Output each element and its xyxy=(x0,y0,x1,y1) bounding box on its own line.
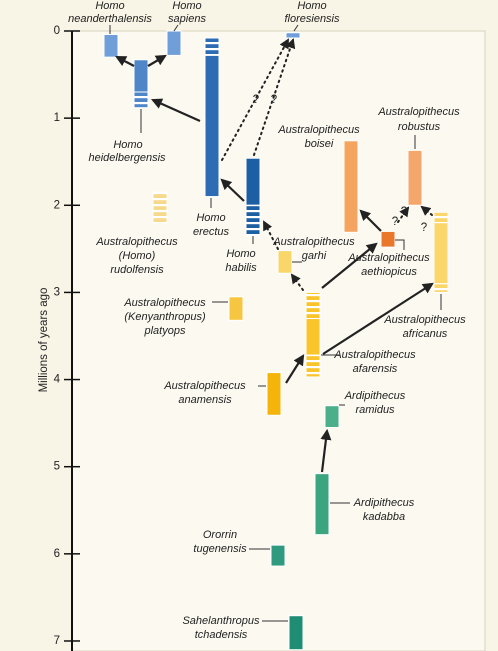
species-label: ramidus xyxy=(355,404,395,416)
species-label: rudolfensis xyxy=(110,264,164,276)
descent-arrow xyxy=(359,209,382,232)
range-bar xyxy=(204,54,220,198)
species-label: boisei xyxy=(305,138,334,150)
y-tick-label: 7 xyxy=(54,635,60,647)
range-bar xyxy=(166,30,182,56)
possible-descent xyxy=(263,220,279,250)
species-label: (Homo) xyxy=(119,250,156,262)
possible-descent xyxy=(253,38,296,156)
species-label: tugenensis xyxy=(193,543,247,555)
species-label: garhi xyxy=(302,250,327,262)
question-mark: ? xyxy=(392,216,398,228)
species-label: Ardipithecus xyxy=(344,390,406,402)
leader-line xyxy=(293,24,299,32)
species-label: Homo xyxy=(196,212,225,224)
stripe-overlay xyxy=(306,292,320,319)
range-bar xyxy=(343,140,359,233)
question-mark: ? xyxy=(421,222,427,234)
species-label: sapiens xyxy=(168,13,206,25)
range-bar xyxy=(228,296,244,321)
descent-arrow xyxy=(285,354,305,384)
species-label: Australopithecus xyxy=(95,236,178,248)
descent-arrow xyxy=(115,55,135,67)
species-label: Australopithecus xyxy=(347,252,430,264)
species-label: (Kenyanthropus) xyxy=(124,311,206,323)
stripe-overlay xyxy=(306,355,320,377)
stripe-overlay xyxy=(246,205,260,236)
species-label: erectus xyxy=(193,226,230,238)
range-bar xyxy=(305,318,321,356)
species-label: kadabba xyxy=(363,511,405,523)
range-bar xyxy=(266,372,282,416)
species-label: habilis xyxy=(225,262,257,274)
species-label: platyops xyxy=(144,325,186,337)
range-bar xyxy=(380,230,396,248)
species-label: Australopithecus xyxy=(333,349,416,361)
range-bar xyxy=(288,615,304,651)
species-label: floresiensis xyxy=(284,13,340,25)
species-label: robustus xyxy=(398,121,441,133)
species-label: heidelbergensis xyxy=(88,152,166,164)
y-tick-label: 3 xyxy=(54,286,60,298)
species-label: Homo xyxy=(95,0,124,12)
question-mark: ? xyxy=(271,94,277,106)
range-bar xyxy=(433,222,449,285)
stripe-overlay xyxy=(153,192,167,223)
possible-descent xyxy=(221,38,289,161)
species-label: tchadensis xyxy=(195,629,248,641)
stripe-overlay xyxy=(205,37,219,56)
species-label: Homo xyxy=(113,139,142,151)
species-label: Australopithecus xyxy=(123,297,206,309)
species-label: Australopithecus xyxy=(272,236,355,248)
y-tick-label: 6 xyxy=(54,548,60,560)
species-label: africanus xyxy=(403,328,448,340)
species-label: neanderthalensis xyxy=(68,13,152,25)
question-mark: ? xyxy=(253,94,259,106)
range-bar xyxy=(245,157,261,206)
range-bar xyxy=(270,544,286,567)
species-label: afarensis xyxy=(353,363,398,375)
species-label: Ardipithecus xyxy=(353,497,415,509)
y-tick-label: 4 xyxy=(54,374,61,386)
y-tick-label: 1 xyxy=(54,112,60,124)
possible-descent xyxy=(290,273,304,291)
species-label: Ororrin xyxy=(203,529,237,541)
descent-arrow xyxy=(321,242,378,289)
range-bar xyxy=(103,33,119,58)
y-tick-label: 5 xyxy=(54,461,60,473)
species-label: Sahelanthropus xyxy=(182,615,260,627)
leader-line xyxy=(395,239,405,250)
range-bar xyxy=(133,59,149,93)
stripe-overlay xyxy=(134,91,148,108)
species-label: Homo xyxy=(226,248,255,260)
species-label: aethiopicus xyxy=(361,266,417,278)
leader-line xyxy=(173,24,179,32)
stripe-overlay xyxy=(434,283,448,293)
question-mark: ? xyxy=(401,206,407,218)
species-label: Australopithecus xyxy=(383,314,466,326)
descent-arrow xyxy=(322,282,434,355)
y-tick-label: 2 xyxy=(54,199,60,211)
descent-arrow xyxy=(150,98,201,123)
range-bar xyxy=(407,149,423,206)
range-bar xyxy=(285,32,301,39)
descent-arrow xyxy=(220,178,245,202)
species-label: Homo xyxy=(172,0,201,12)
species-label: Australopithecus xyxy=(377,106,460,118)
descent-arrow xyxy=(320,428,332,473)
descent-arrow xyxy=(147,54,167,67)
range-bar xyxy=(277,250,293,274)
possible-descent xyxy=(420,205,433,216)
y-tick-label: 0 xyxy=(54,25,60,37)
range-bar xyxy=(314,473,330,536)
stripe-overlay xyxy=(434,212,448,223)
range-bar xyxy=(324,405,340,428)
species-label: Australopithecus xyxy=(277,124,360,136)
species-label: anamensis xyxy=(178,394,232,406)
species-label: Homo xyxy=(297,0,326,12)
species-label: Australopithecus xyxy=(163,380,246,392)
y-axis-label: Millions of years ago xyxy=(38,288,50,393)
